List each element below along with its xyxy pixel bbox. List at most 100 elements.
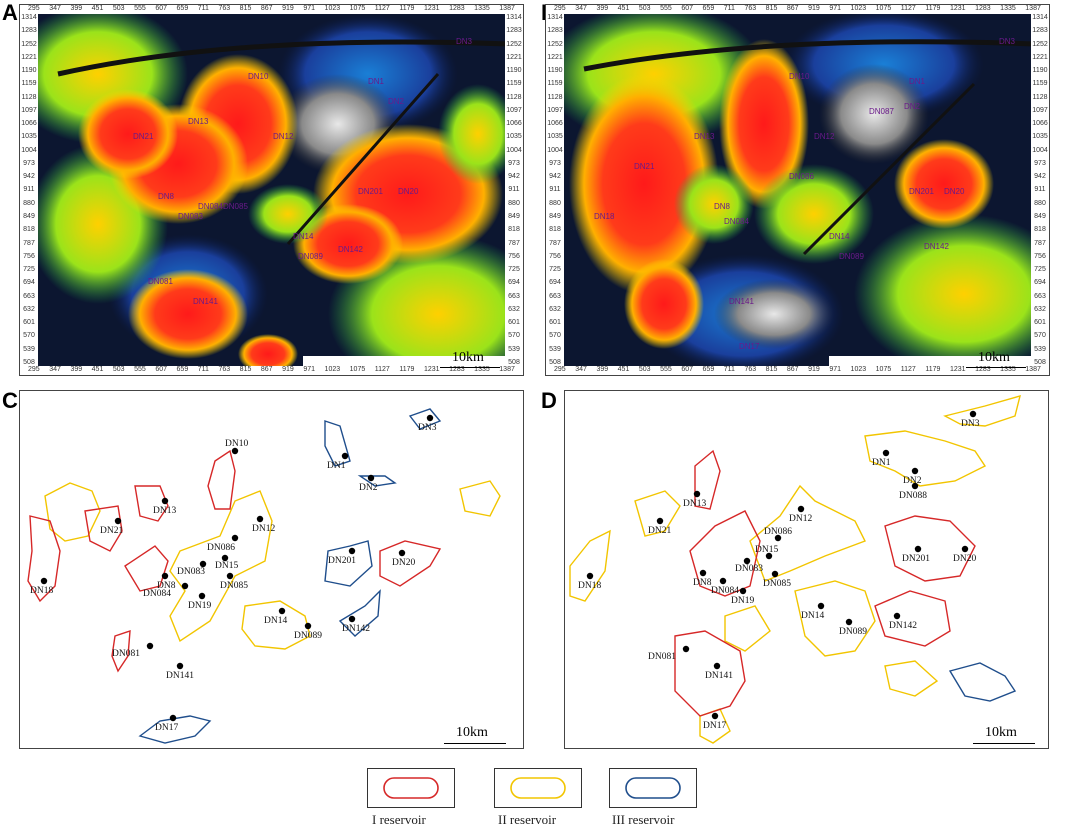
seismic-well-label: DN084 [198,202,223,211]
well-marker [911,467,919,475]
axis-tick-label: 1004 [1032,146,1048,154]
seismic-map-b: 295 347 399 451 503 555 607 659 711 763 815 867 919 9… [545,4,1050,376]
axis-tick-label: 815 [765,5,778,12]
axis-tick-label: 508 [508,358,520,366]
outline-ii-d [749,484,866,582]
outline-iii-d [948,662,1017,702]
outline-ii-d [794,580,876,657]
well-label: DN201 [328,556,356,566]
axis-tick-label: 555 [660,5,672,12]
outline-iii-c [408,408,442,430]
axis-tick-label: 503 [112,5,125,12]
axis-tick-label: 451 [91,366,104,373]
well-label: DN083 [177,567,205,577]
well-label: DN13 [683,499,706,509]
seismic-well-label: DN17 [739,342,760,351]
axis-tick-label: 867 [260,366,273,373]
well-label: DN088 [899,491,927,501]
axis-tick-label: 911 [23,186,35,194]
axis-tick-label: 451 [91,5,104,12]
axis-tick-label: 1075 [875,5,892,12]
well-marker [771,570,779,578]
seismic-well-label: DN2 [904,102,921,111]
outline-ii-d [724,605,771,652]
well-marker [198,592,206,600]
axis-tick-label: 818 [508,226,520,234]
axis-tick-label: 1023 [850,366,867,373]
well-marker [231,447,239,455]
axis-tick-label: 1190 [506,67,522,75]
y-axis-left-b: 1314 1283 1252 1221 1190 1159 1128 1097 1066 1035… [546,14,564,366]
axis-tick-label: 694 [23,279,35,287]
outline-i-c [84,505,123,552]
well-label: DN3 [418,423,437,433]
seismic-well-label: DN14 [829,232,850,241]
seismic-well-label: DN086 [789,172,814,181]
x-axis-bottom-b: 295 347 399 451 503 555 607 659 711 763 815 867 919 9… [546,366,1049,375]
axis-tick-label: 1035 [547,133,563,141]
axis-tick-label: 971 [303,366,316,373]
axis-tick-label: 1283 [1032,27,1048,35]
seismic-well-label: DN201 [358,187,383,196]
axis-tick-label: 763 [744,366,757,373]
seismic-well-label: DN10 [789,72,810,81]
outline-iii-c [324,420,351,467]
legend-label-ii: II reservoir [498,812,557,827]
well-label: DN086 [764,527,792,537]
axis-tick-label: 1159 [547,80,563,88]
well-marker [961,545,969,553]
axis-tick-label: 1035 [21,133,37,141]
well-label: DN089 [839,627,867,637]
axis-tick-label: 555 [660,366,672,373]
legend-swatch-ii [494,768,582,808]
axis-tick-label: 1231 [949,366,966,373]
well-marker [221,554,229,562]
axis-tick-label: 659 [702,366,715,373]
well-marker [911,482,919,490]
axis-tick-label: 503 [638,5,651,12]
well-label: DN089 [294,631,322,641]
legend-swatch-i [367,768,455,808]
seismic-well-label: DN081 [148,277,173,286]
scale-label-c: 10km [456,725,488,740]
axis-tick-label: 399 [70,366,83,373]
axis-tick-label: 399 [596,5,609,12]
well-marker [774,534,782,542]
axis-tick-label: 607 [155,366,167,373]
panel-letter-c: C [2,388,18,413]
axis-tick-label: 1127 [374,5,390,12]
seismic-well-label: DN13 [694,132,715,141]
well-label: DN086 [207,543,235,553]
axis-tick-label: 1335 [474,366,490,373]
well-label: DN085 [220,581,248,591]
axis-tick-label: 1221 [547,53,563,61]
axis-tick-label: 1035 [1032,133,1048,141]
scale-bar-c [444,743,506,744]
reservoir-map-d: DN3 DN1 DN2 DN088 DN13 DN21 DN12 DN086 DN15 DN083… [564,390,1049,749]
seismic-well-label: DN087 [869,107,894,116]
well-marker [882,449,890,457]
axis-tick-label: 1035 [506,133,522,141]
axis-tick-label: 787 [1034,239,1046,247]
axis-tick-label: 1179 [925,5,941,12]
x-axis-top-b: 295 347 399 451 503 555 607 659 711 763 815 867 919 9… [546,5,1049,14]
axis-tick-label: 787 [549,239,561,247]
axis-tick-label: 971 [829,5,842,12]
axis-tick-label: 347 [49,5,61,12]
axis-tick-label: 1127 [900,366,916,373]
axis-tick-label: 570 [549,332,561,340]
well-label: DN201 [902,554,930,564]
well-marker [682,645,690,653]
axis-tick-label: 1252 [506,40,522,48]
well-marker [426,414,434,422]
axis-tick-label: 663 [1034,292,1046,300]
axis-tick-label: 1127 [900,5,916,12]
axis-tick-label: 1097 [506,106,522,114]
axis-tick-label: 1314 [547,14,563,21]
axis-tick-label: 1387 [499,5,515,12]
outline-ii-d [864,430,987,487]
well-label: DN8 [157,581,176,591]
scale-bar-d [973,743,1035,744]
well-marker [739,587,747,595]
scale-bar-a [440,367,500,368]
